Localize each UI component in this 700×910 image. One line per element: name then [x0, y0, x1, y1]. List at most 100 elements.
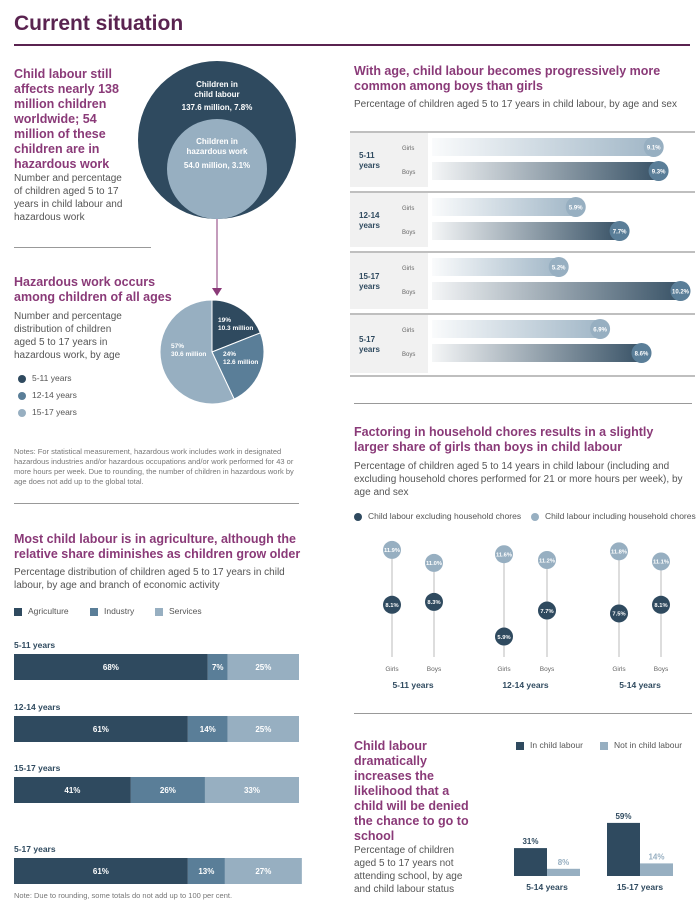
school-bar-chart: 31% 8% 5-14 years 59% 14% 15-17 years: [514, 812, 673, 892]
inner-circle: [167, 119, 267, 219]
incl-dot: [610, 542, 628, 561]
group-band: [350, 315, 428, 373]
excl-value-label: 8.3%: [427, 600, 440, 606]
dark-square-icon: [516, 741, 524, 750]
stack-segment: [14, 777, 131, 803]
pie-value-label: 12.6 million: [223, 359, 258, 366]
pie-value-label: 10.3 million: [218, 325, 253, 332]
stack-segment: [130, 777, 205, 803]
sex-value-label: 9.3%: [652, 170, 666, 176]
stack-category-label: 5-11 years: [14, 640, 55, 650]
dot-group-label: 5-11 years: [392, 680, 433, 690]
pie-slice: [160, 300, 235, 405]
stacked-bar-chart: 5-11 years 68% 7% 25% 12-14 years 61% 14% 25% 15…: [14, 640, 302, 884]
group-band: [350, 253, 428, 309]
divider: [14, 247, 151, 248]
stack-segment-label: 25%: [255, 663, 271, 672]
divider: [354, 713, 692, 714]
sex-bar: [432, 222, 620, 240]
stack-segment-label: 33%: [244, 786, 260, 795]
stack-segment: [227, 716, 299, 742]
sex-label: Girls: [402, 206, 414, 212]
stack-segment-label: 25%: [255, 725, 271, 734]
stack-legend-label: Services: [169, 606, 202, 616]
group-age-label: years: [359, 221, 380, 230]
stack-segment-label: 68%: [103, 663, 119, 672]
school-legend-label: Not in child labour: [614, 740, 683, 750]
sec1-subtitle: Number and percentage of children aged 5…: [14, 173, 123, 223]
sex-bar: [432, 138, 654, 156]
inner-label-2: hazardous work: [187, 147, 248, 156]
incl-dot: [383, 540, 401, 559]
dot-legend-label: Child labour excluding household chores: [368, 511, 522, 521]
sex-bar: [432, 198, 576, 216]
sec2-subtitle: Number and percentage distribution of ch…: [14, 311, 122, 361]
stack-legend-item: Services: [155, 606, 202, 616]
stack-category-label: 12-14 years: [14, 702, 61, 712]
stack-segment: [14, 858, 188, 884]
sex-bar-end: [643, 137, 664, 157]
stack-legend-label: Industry: [104, 606, 135, 616]
sex-bar-end: [548, 257, 569, 277]
sex-label: Boys: [402, 170, 415, 176]
sex-value-label: 7.7%: [613, 230, 627, 236]
sec2-title: Hazardous work occurs among children of …: [14, 275, 172, 304]
pie-slice: [211, 300, 261, 353]
pie-pct-label: 19%: [218, 317, 231, 324]
stack-segment-label: 61%: [93, 867, 109, 876]
group-age-label: years: [359, 282, 380, 291]
incl-value-label: 11.8%: [611, 550, 627, 556]
stack-category-label: 5-17 years: [14, 844, 56, 854]
sex-value-label: 5.9%: [569, 206, 583, 212]
dark-square-icon: [14, 607, 22, 616]
sex-value-label: 5.2%: [552, 266, 566, 272]
sex-value-label: 9.1%: [647, 146, 661, 152]
group-age-label: 12-14: [359, 211, 380, 220]
stack-segment-label: 27%: [255, 867, 271, 876]
stack-segment: [14, 654, 208, 680]
sex-label: Girls: [402, 328, 414, 334]
dot-sex-label: Boys: [654, 666, 669, 673]
group-age-label: 5-17: [359, 335, 376, 344]
school-bar: [640, 863, 673, 876]
group-band: [350, 133, 428, 187]
stack-legend-label: Agriculture: [28, 606, 69, 616]
sex-label: Girls: [402, 146, 414, 152]
sec5-subtitle: Percentage of children aged 5 to 14 year…: [354, 461, 683, 498]
stack-legend-item: Industry: [90, 606, 134, 616]
sex-bar: [432, 162, 659, 180]
sex-bar: [432, 282, 681, 300]
sex-bar-end: [590, 319, 611, 339]
stack-legend-item: Agriculture: [14, 606, 69, 616]
pie-chart: 19%10.3 million 24%12.6 million 57%30.6 mi…: [160, 300, 265, 405]
sex-label: Boys: [402, 352, 415, 358]
stack-segment: [187, 716, 228, 742]
divider: [354, 403, 692, 404]
sec1-title: Child labour still affects nearly 138 mi…: [14, 67, 119, 171]
page-title: Current situation: [14, 12, 184, 35]
sec3-title: Most child labour is in agriculture, alt…: [14, 532, 301, 561]
outer-label-2: child labour: [194, 90, 239, 99]
incl-value-label: 11.6%: [496, 553, 512, 559]
light-square-icon: [155, 607, 163, 616]
dumbbell-chart: 11.9% 8.1% Girls 11.0% 8.3% Boys 5-11 years 11.…: [383, 540, 670, 690]
stack-segment-label: 61%: [93, 725, 109, 734]
sec6-subtitle: Percentage of children aged 5 to 17 year…: [354, 845, 463, 895]
stack-segment: [204, 777, 299, 803]
outer-label-1: Children in: [196, 80, 238, 89]
stack-segment-label: 13%: [198, 867, 214, 876]
outer-value: 137.6 million, 7.8%: [182, 103, 253, 112]
excl-dot: [425, 592, 443, 611]
school-legend-item: In child labour: [516, 740, 583, 750]
excl-value-label: 7.7%: [540, 609, 553, 615]
school-legend-item: Not in child labour: [600, 740, 682, 750]
incl-value-label: 11.1%: [653, 560, 669, 566]
dot-sex-label: Boys: [427, 666, 442, 673]
inner-value: 54.0 million, 3.1%: [184, 161, 250, 170]
excl-dot: [610, 604, 628, 623]
dot-group-label: 5-14 years: [619, 680, 661, 690]
excl-dot: [652, 595, 670, 614]
excl-value-label: 7.5%: [612, 612, 625, 618]
sex-bar-end: [648, 161, 669, 181]
